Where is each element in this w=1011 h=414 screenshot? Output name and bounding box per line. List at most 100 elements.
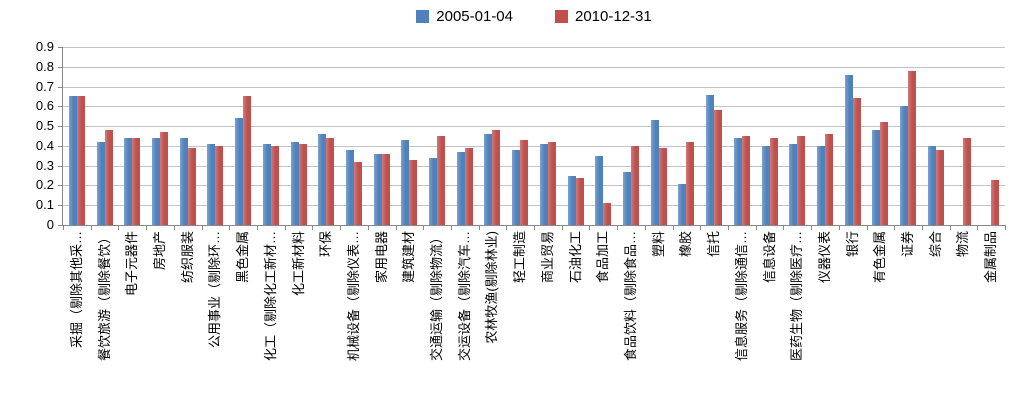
bar	[104, 130, 113, 225]
bar	[824, 134, 833, 225]
bar	[76, 96, 85, 225]
y-axis-tick-label: 0.1	[35, 197, 54, 212]
gridline	[63, 166, 1005, 167]
gridline	[63, 67, 1005, 68]
x-axis-category-label: 机械设备（剔除仪表…	[345, 231, 361, 362]
bar	[623, 171, 631, 225]
bar	[686, 141, 695, 225]
bar	[152, 138, 160, 225]
y-axis-tick	[58, 205, 63, 206]
y-axis-tick	[58, 47, 63, 48]
bar	[456, 151, 465, 225]
bar	[852, 98, 861, 225]
bar	[575, 177, 584, 225]
y-axis-tick-label: 0.7	[35, 79, 54, 94]
y-axis-line	[62, 47, 63, 226]
legend-label-2010-12-31: 2010-12-31	[575, 7, 652, 25]
x-axis-category-label: 橡胶	[678, 231, 694, 258]
x-axis-category-label: 综合	[927, 231, 943, 258]
gridline	[63, 87, 1005, 88]
bar	[797, 136, 806, 225]
bar	[409, 159, 418, 225]
bar	[769, 138, 778, 225]
x-axis-tick	[450, 226, 452, 230]
bar	[187, 147, 196, 225]
bar	[963, 138, 972, 225]
y-axis-tick	[58, 67, 63, 68]
x-axis-tick	[146, 226, 148, 230]
bar	[160, 132, 168, 225]
bar	[872, 130, 881, 225]
bar	[539, 143, 548, 225]
y-axis-tick-label: 0	[46, 217, 54, 232]
x-axis-category-label: 电子元器件	[124, 231, 140, 297]
bar	[437, 136, 445, 225]
x-axis-tick	[506, 226, 508, 230]
x-axis-tick	[811, 226, 813, 230]
x-axis-category-label: 建筑建材	[401, 231, 417, 284]
x-axis-category-label: 化工（剔除化工新材…	[262, 231, 278, 362]
legend-label-2005-01-04: 2005-01-04	[436, 7, 513, 25]
legend-swatch-red-icon	[555, 9, 568, 23]
x-axis-category-label: 银行	[844, 231, 860, 258]
x-axis-category-label: 农林牧渔(剔除林业)	[484, 231, 500, 344]
bar	[650, 120, 659, 225]
bar	[706, 94, 715, 225]
x-axis-category-label: 交运设备（剔除汽车…	[456, 231, 472, 362]
x-axis-tick	[977, 226, 979, 230]
x-axis-tick	[949, 226, 951, 230]
x-axis-tick	[340, 226, 342, 230]
bar	[207, 143, 216, 225]
x-axis-category-label: 商业贸易	[539, 231, 555, 284]
x-axis-category-label: 信息设备	[761, 231, 777, 284]
y-axis-tick	[58, 106, 63, 107]
x-axis-category-label: 证券	[900, 231, 915, 258]
x-axis-category-label: 金属制品	[983, 231, 999, 284]
x-axis-category-label: 家用电器	[373, 231, 389, 284]
x-axis-tick	[589, 226, 591, 230]
x-axis-category-label: 塑料	[650, 231, 666, 258]
y-axis-tick	[58, 166, 63, 167]
x-axis-tick	[755, 226, 757, 230]
bar	[844, 74, 853, 225]
x-axis-tick	[201, 226, 203, 230]
x-axis-tick	[229, 226, 231, 230]
x-axis-tick	[617, 226, 619, 230]
bar	[345, 149, 354, 225]
bar	[658, 147, 667, 225]
x-axis-category-label: 交通运输（剔除物流）	[429, 231, 444, 362]
bar	[761, 145, 770, 225]
bar	[132, 138, 141, 225]
x-axis-category-label: 房地产	[152, 231, 167, 271]
bar	[880, 122, 889, 225]
bar	[318, 134, 327, 225]
y-axis-tick-label: 0.5	[35, 118, 54, 133]
x-axis-tick	[395, 226, 397, 230]
x-axis-tick	[644, 226, 646, 230]
bar	[900, 106, 908, 225]
legend-item-2005-01-04: 2005-01-04	[416, 8, 513, 25]
gridline	[63, 146, 1005, 147]
gridline	[63, 126, 1005, 127]
y-axis-tick-label: 0.8	[35, 59, 54, 74]
bar	[243, 96, 252, 225]
legend-item-2010-12-31: 2010-12-31	[555, 8, 652, 25]
bar	[68, 96, 77, 225]
legend: 2005-01-04 2010-12-31	[63, 7, 1005, 25]
bar	[991, 179, 1000, 225]
x-axis-category-label: 黑色金属	[235, 231, 251, 284]
bar	[678, 183, 687, 225]
x-axis-tick	[672, 226, 674, 230]
bar	[96, 141, 105, 225]
x-axis-tick	[921, 226, 923, 230]
x-axis-category-label: 轻工制造	[512, 231, 528, 284]
bar	[464, 147, 473, 225]
bar	[631, 145, 639, 225]
x-axis-tick	[90, 226, 92, 230]
bar	[484, 134, 493, 225]
bar	[353, 161, 362, 225]
x-axis-category-label: 石油化工	[567, 231, 583, 284]
bar	[520, 140, 529, 225]
x-axis-category-label: 物流	[955, 231, 971, 258]
